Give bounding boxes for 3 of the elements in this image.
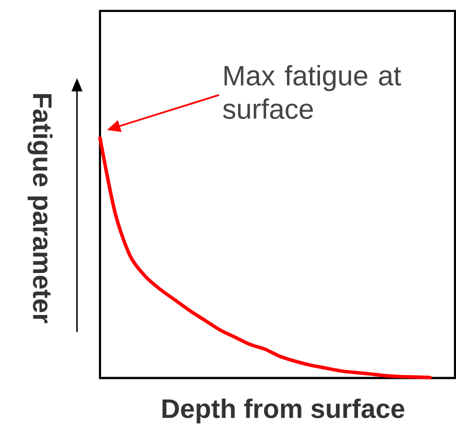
x-axis-title: Depth from surface [162, 398, 404, 424]
text: Max fatigue at surface [223, 65, 402, 119]
y-axis-title: Fatigue parameter [28, 94, 52, 324]
